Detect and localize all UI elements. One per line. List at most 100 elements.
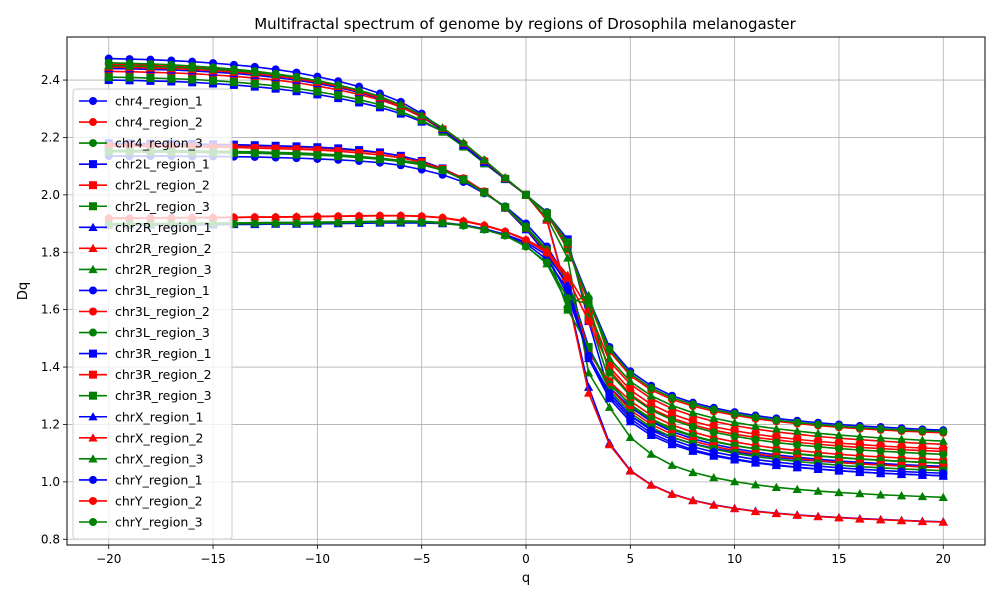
data-point [813, 511, 823, 521]
data-point [792, 510, 802, 519]
data-point [355, 153, 364, 162]
data-point [688, 422, 697, 431]
data-point [375, 218, 384, 227]
data-point [939, 469, 948, 478]
data-point [146, 74, 155, 83]
data-point [271, 213, 280, 222]
data-point [688, 442, 697, 451]
data-point [584, 342, 593, 351]
data-point [229, 78, 238, 87]
x-tick-label: −5 [413, 552, 431, 566]
data-point [583, 382, 594, 391]
data-point [897, 448, 906, 457]
y-tick-label: 1.8 [41, 245, 60, 259]
legend-entry: chr4_region_2 [79, 115, 203, 130]
y-tick-label: 2.0 [41, 188, 60, 202]
data-point [646, 449, 656, 458]
legend: chr4_region_1 chr4_region_2 chr4_region_3c… [72, 88, 233, 540]
data-point [667, 489, 677, 498]
data-point [563, 274, 572, 283]
data-point [604, 439, 615, 449]
legend-label: chr2L_region_2 [115, 178, 210, 193]
data-point [813, 428, 823, 438]
legend-marker [89, 181, 97, 190]
data-point [668, 435, 677, 444]
x-axis-label: q [522, 571, 530, 586]
data-point [188, 75, 197, 84]
data-point [501, 203, 510, 212]
legend-box [72, 88, 233, 540]
legend-entry: chr4_region_3 [79, 136, 203, 151]
data-point [313, 151, 322, 160]
data-point [605, 388, 614, 397]
data-point [605, 368, 614, 377]
data-point [668, 415, 677, 424]
data-point [604, 402, 615, 411]
legend-marker [89, 307, 97, 316]
data-point [229, 148, 238, 157]
data-point [145, 61, 156, 71]
data-point [542, 213, 552, 222]
data-point [292, 145, 301, 154]
data-point [292, 150, 301, 159]
data-point [730, 417, 740, 427]
data-point [792, 426, 802, 435]
legend-marker [89, 160, 97, 169]
data-point [417, 160, 426, 169]
data-point [646, 391, 656, 400]
data-point [897, 425, 906, 434]
data-point [625, 432, 635, 442]
data-point [250, 149, 259, 158]
data-point [333, 80, 343, 89]
data-point [563, 294, 572, 303]
data-point [750, 480, 761, 489]
legend-marker [89, 328, 97, 337]
x-tick-label: 5 [626, 552, 634, 566]
data-point [918, 449, 927, 458]
legend-label: chrY_region_3 [115, 515, 203, 530]
data-point [667, 460, 677, 469]
data-point [730, 432, 739, 441]
data-point [730, 503, 740, 513]
data-point [688, 400, 697, 409]
data-point [688, 467, 698, 477]
legend-marker [89, 118, 97, 127]
data-point [855, 423, 864, 432]
legend-entry: chr3L_region_3 [79, 325, 210, 340]
data-point [583, 290, 594, 299]
legend-label: chr4_region_1 [115, 94, 203, 109]
y-tick-label: 1.2 [41, 417, 60, 431]
data-point [313, 146, 322, 155]
data-point [187, 63, 197, 72]
data-point [480, 188, 489, 197]
data-point [313, 87, 322, 96]
x-tick-label: 0 [522, 552, 530, 566]
data-point [271, 219, 280, 228]
data-point [104, 61, 114, 70]
data-point [271, 69, 281, 79]
data-point [334, 91, 343, 100]
legend-marker [89, 391, 97, 400]
data-point [522, 242, 530, 251]
data-point [772, 458, 781, 467]
legend-label: chr2R_region_2 [115, 241, 212, 256]
y-tick-label: 1.0 [41, 475, 60, 489]
legend-entry: chr3L_region_2 [79, 304, 210, 319]
data-point [876, 433, 886, 442]
data-point [917, 516, 928, 526]
data-point [355, 218, 364, 227]
legend-label: chrX_region_3 [115, 451, 203, 466]
data-point [834, 513, 844, 522]
data-point [939, 427, 948, 436]
data-point [750, 506, 761, 516]
legend-marker [88, 222, 98, 231]
data-point [814, 462, 823, 471]
legend-label: chr2R_region_3 [115, 262, 212, 277]
chart-title: Multifractal spectrum of genome by regio… [254, 15, 796, 33]
data-point [583, 388, 594, 397]
data-point [751, 435, 760, 444]
data-point [855, 465, 864, 474]
data-point [876, 490, 886, 499]
legend-entry: chr2R_region_2 [79, 241, 212, 256]
